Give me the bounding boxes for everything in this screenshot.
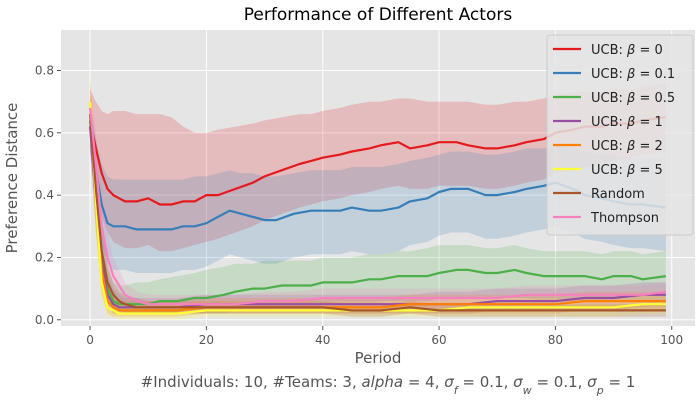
legend-label-ucb-0-5: UCB: β = 0.5 xyxy=(591,91,675,106)
legend-label-thompson: Thompson xyxy=(590,211,659,226)
x-axis-ticks: 0 20 40 60 80 100 xyxy=(86,326,683,347)
y-axis-ticks: 0.0 0.2 0.4 0.6 0.8 xyxy=(35,64,61,327)
y-tick-label: 0.0 xyxy=(35,313,54,327)
legend-label-ucb-0: UCB: β = 0 xyxy=(591,43,663,58)
line-thompson xyxy=(89,107,667,306)
parameter-caption: #Individuals: 10, #Teams: 3, alpha = 4, … xyxy=(141,373,636,397)
legend-frame xyxy=(546,34,694,236)
band-ucb-2 xyxy=(90,76,666,317)
confidence-bands xyxy=(90,70,666,320)
x-tick-label: 20 xyxy=(199,333,214,347)
band-thompson xyxy=(90,83,666,311)
x-tick-label: 100 xyxy=(660,333,683,347)
line-ucb-0-5 xyxy=(89,120,667,306)
band-ucb-0-5 xyxy=(90,95,666,314)
y-tick-label: 0.6 xyxy=(35,126,54,140)
y-tick-label: 0.2 xyxy=(35,250,54,264)
band-ucb-0-1 xyxy=(90,101,666,273)
x-tick-label: 40 xyxy=(315,333,330,347)
line-ucb-5 xyxy=(89,101,666,315)
x-tick-label: 60 xyxy=(431,333,446,347)
x-tick-label: 0 xyxy=(86,333,94,347)
legend: UCB: β = 0 UCB: β = 0.1 UCB: β = 0.5 UCB: β… xyxy=(546,34,694,236)
legend-label-ucb-5: UCB: β = 5 xyxy=(591,163,663,178)
legend-label-random: Random xyxy=(591,187,645,202)
x-axis-label: Period xyxy=(355,349,402,367)
legend-label-ucb-1: UCB: β = 1 xyxy=(591,115,663,130)
y-axis-label: Preference Distance xyxy=(3,103,21,254)
band-ucb-0 xyxy=(90,83,666,252)
x-tick-label: 80 xyxy=(548,333,563,347)
line-random xyxy=(89,114,666,312)
band-ucb-1 xyxy=(90,101,666,314)
chart-title: Performance of Different Actors xyxy=(244,5,513,25)
legend-label-ucb-2: UCB: β = 2 xyxy=(591,139,663,154)
line-ucb-1 xyxy=(89,126,666,309)
y-tick-label: 0.4 xyxy=(35,188,54,202)
y-tick-label: 0.8 xyxy=(35,64,54,78)
legend-label-ucb-0-1: UCB: β = 0.1 xyxy=(591,67,675,82)
